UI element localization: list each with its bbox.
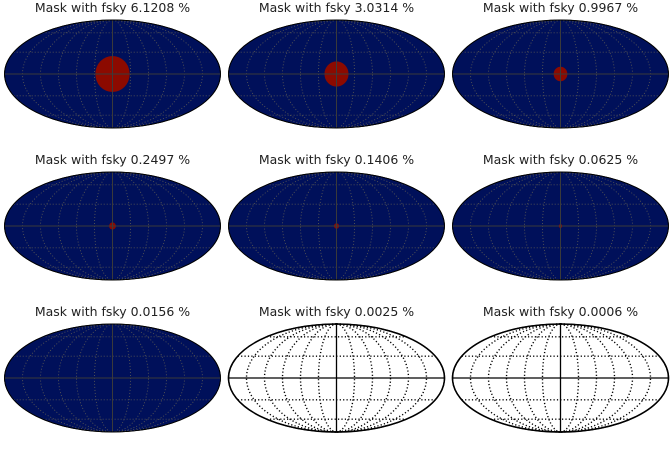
mask-panel: Mask with fsky 0.2497 %: [1, 152, 224, 302]
mollweide-map: [228, 19, 445, 129]
mask-panel: Mask with fsky 0.0006 %: [449, 304, 671, 454]
meridian-line: [560, 323, 652, 433]
mask-panel: Mask with fsky 0.0156 %: [1, 304, 224, 454]
sky-outline: [4, 323, 221, 433]
sky-outline: [452, 19, 669, 129]
sky-outline: [227, 323, 446, 433]
mollweide-map: [452, 171, 669, 281]
sky-outline: [228, 19, 445, 129]
mask-panel: Mask with fsky 3.0314 %: [225, 0, 448, 150]
meridian-line: [469, 323, 561, 433]
panel-title: Mask with fsky 0.1406 %: [258, 152, 415, 167]
meridian-line: [336, 323, 392, 433]
panel-title: Mask with fsky 0.0025 %: [258, 304, 415, 319]
mollweide-map: [451, 323, 670, 433]
panel-title: Mask with fsky 0.0006 %: [482, 304, 639, 319]
panel-title: Mask with fsky 0.0625 %: [482, 152, 639, 167]
mask-panel: Mask with fsky 0.9967 %: [449, 0, 671, 150]
panel-title: Mask with fsky 0.9967 %: [482, 0, 639, 15]
mollweide-map: [4, 171, 221, 281]
panel-title: Mask with fsky 3.0314 %: [258, 0, 415, 15]
panel-title: Mask with fsky 6.1208 %: [34, 0, 191, 15]
panel-title: Mask with fsky 0.0156 %: [34, 304, 191, 319]
sky-outline: [451, 323, 670, 433]
mollweide-map: [4, 19, 221, 129]
panel-title: Mask with fsky 0.2497 %: [34, 152, 191, 167]
meridian-line: [336, 323, 428, 433]
mollweide-map: [228, 171, 445, 281]
mollweide-map: [452, 19, 669, 129]
meridian-line: [560, 323, 616, 433]
mollweide-map: [4, 323, 221, 433]
meridian-line: [281, 323, 337, 433]
meridian-line: [245, 323, 337, 433]
mask-panel: Mask with fsky 0.1406 %: [225, 152, 448, 302]
mollweide-map: [227, 323, 446, 433]
mask-panel: Mask with fsky 0.0625 %: [449, 152, 671, 302]
mask-panel: Mask with fsky 6.1208 %: [1, 0, 224, 150]
sky-outline: [4, 19, 221, 129]
meridian-line: [505, 323, 561, 433]
sky-outline: [452, 171, 669, 281]
sky-outline: [228, 171, 445, 281]
sky-outline: [4, 171, 221, 281]
mask-panel: Mask with fsky 0.0025 %: [225, 304, 448, 454]
